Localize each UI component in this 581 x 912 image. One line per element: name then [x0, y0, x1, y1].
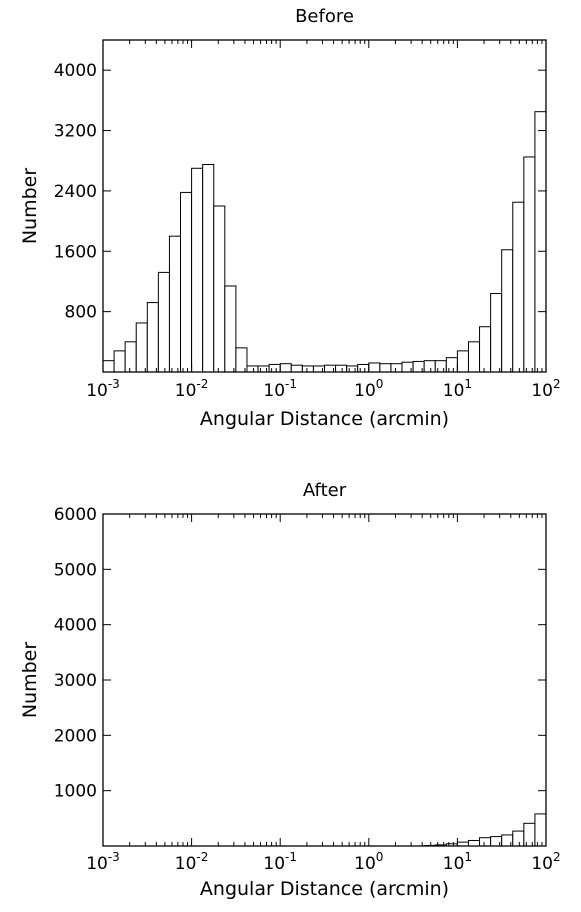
x-axis-label: Angular Distance (arcmin) [200, 408, 449, 430]
y-tick-label: 2000 [54, 726, 97, 746]
histogram-bar [202, 164, 215, 373]
histogram-bar [279, 363, 292, 373]
histogram-bar [290, 364, 303, 373]
histogram-bar [479, 837, 492, 847]
x-tick-label: 100 [354, 377, 383, 401]
chart-title: Before [295, 6, 354, 27]
chart-panel-2: 10-3 10-2 10-1 100 101 102 1000 2000 3000 4000 500… [19, 480, 561, 900]
histogram-bar [467, 839, 481, 847]
histogram-bar [113, 350, 126, 373]
plot-frame [102, 39, 547, 373]
histogram-bar [257, 365, 270, 373]
x-tick-label: 10-3 [86, 377, 120, 401]
histogram-bar [523, 822, 536, 847]
x-tick-label: 10-1 [263, 377, 297, 401]
y-axis-label: Number [19, 168, 41, 245]
y-tick-label: 1000 [54, 782, 97, 802]
histogram-bar [512, 201, 525, 373]
chart-panel-1: 10-3 10-2 10-1 100 101 102 800 1600 2400 3200 4000… [19, 6, 561, 430]
histogram-bar [390, 363, 403, 373]
histogram-bar [346, 365, 359, 373]
y-tick-label: 4000 [54, 616, 97, 636]
histogram-bar [168, 235, 182, 373]
histogram-bar [180, 191, 193, 373]
x-tick-label: 102 [531, 377, 560, 401]
x-tick-label: 10-2 [175, 377, 209, 401]
x-tick-label: 10-2 [175, 850, 209, 874]
histogram-bar [301, 365, 314, 373]
x-tick-label: 100 [354, 850, 383, 874]
histogram-bar [102, 360, 115, 373]
histogram-bar [523, 156, 536, 373]
y-tick-label: 2400 [54, 182, 97, 202]
histogram-bar [157, 271, 170, 373]
histogram-bar [501, 249, 514, 373]
x-tick-label: 10-3 [86, 850, 120, 874]
histogram-bar [368, 362, 381, 373]
histogram-bar [135, 322, 148, 373]
y-tick-label: 1600 [54, 242, 97, 262]
x-tick-label: 101 [443, 850, 472, 874]
y-tick-label: 3000 [54, 671, 97, 691]
y-tick-label: 800 [65, 303, 97, 323]
histogram-bar [191, 167, 204, 373]
x-tick-label: 10-1 [263, 850, 297, 874]
histogram-bar [224, 285, 237, 373]
histogram-bar [213, 205, 226, 373]
histogram-bar [534, 111, 547, 373]
histogram-bar [534, 813, 547, 847]
y-tick-label: 3200 [54, 122, 97, 142]
histogram-bar [445, 357, 458, 373]
x-axis-label: Angular Distance (arcmin) [200, 878, 449, 900]
histogram-bar [246, 365, 259, 373]
histogram-bar [268, 363, 281, 373]
histogram-bar [479, 326, 492, 373]
histogram-bar [434, 360, 447, 373]
y-tick-label: 4000 [54, 61, 97, 81]
histogram-bar [512, 830, 525, 847]
histogram-bar [467, 341, 481, 373]
histogram-bar [490, 293, 503, 373]
plot-frame [102, 513, 547, 847]
histogram-bar [456, 350, 469, 373]
histogram-bar [124, 341, 137, 373]
histogram-bar [423, 360, 436, 373]
histogram-bar [335, 364, 348, 373]
x-tick-label: 101 [443, 377, 472, 401]
x-tick-label: 102 [531, 850, 560, 874]
y-axis-label: Number [19, 642, 41, 719]
histogram-bar [379, 363, 392, 373]
y-tick-label: 5000 [54, 560, 97, 580]
histogram-bar [357, 363, 370, 373]
chart-title: After [303, 480, 347, 501]
y-tick-label: 6000 [54, 505, 97, 525]
histogram-bar [146, 302, 159, 373]
